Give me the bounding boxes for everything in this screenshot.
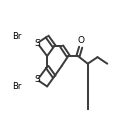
Text: Br: Br <box>12 32 21 41</box>
Text: S: S <box>34 39 40 48</box>
Text: Br: Br <box>12 82 21 91</box>
Text: S: S <box>34 75 40 84</box>
Text: O: O <box>78 36 85 45</box>
